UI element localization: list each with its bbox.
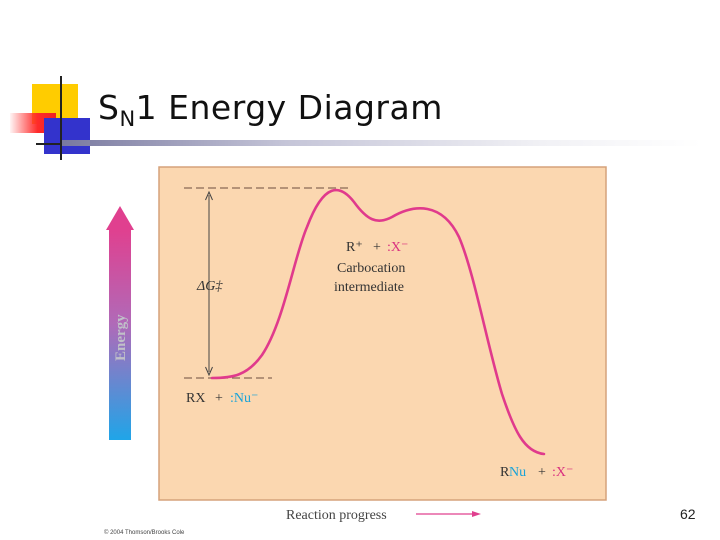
intermediate-r-plus: R⁺ [346,240,363,255]
product-leaving-group: :X⁻ [552,465,573,480]
page-number: 62 [680,506,696,522]
title-ornament-vertical-line [60,76,62,160]
copyright-notice: © 2004 Thomson/Brooks Cole [104,530,185,536]
reactant-rx: RX [186,391,205,406]
title-ornament-horizontal-line [36,143,86,145]
reaction-energy-curve [210,188,546,456]
intermediate-name-line2: intermediate [334,280,404,295]
product-plus: + [538,465,546,480]
title-ornament-blue [44,118,90,154]
intermediate-plus: + [373,240,381,255]
energy-axis-label: Energy [113,314,129,361]
reactant-plus: + [215,391,223,406]
product-r: R [500,465,510,480]
diagram-panel [158,166,607,501]
reactant-nucleophile: :Nu⁻ [230,391,258,406]
delta-g-label: ΔG‡ [196,279,223,294]
intermediate-name-line1: Carbocation [337,261,405,276]
delta-g-arrow [205,190,213,377]
intermediate-leaving-group: :X⁻ [387,240,408,255]
reaction-progress-label: Reaction progress [286,508,387,523]
slide-title: SN1 Energy Diagram [98,88,443,131]
energy-diagram-svg: Energy ΔG‡ RX + :Nu⁻ R⁺ + :X⁻ Carbo [106,166,607,523]
energy-axis-arrow [106,206,134,440]
title-underline [62,140,702,146]
reaction-progress-arrow [416,511,481,517]
energy-diagram-figure: Energy ΔG‡ RX + :Nu⁻ R⁺ + :X⁻ Carbo [102,162,612,538]
product-nu: Nu [509,465,526,480]
